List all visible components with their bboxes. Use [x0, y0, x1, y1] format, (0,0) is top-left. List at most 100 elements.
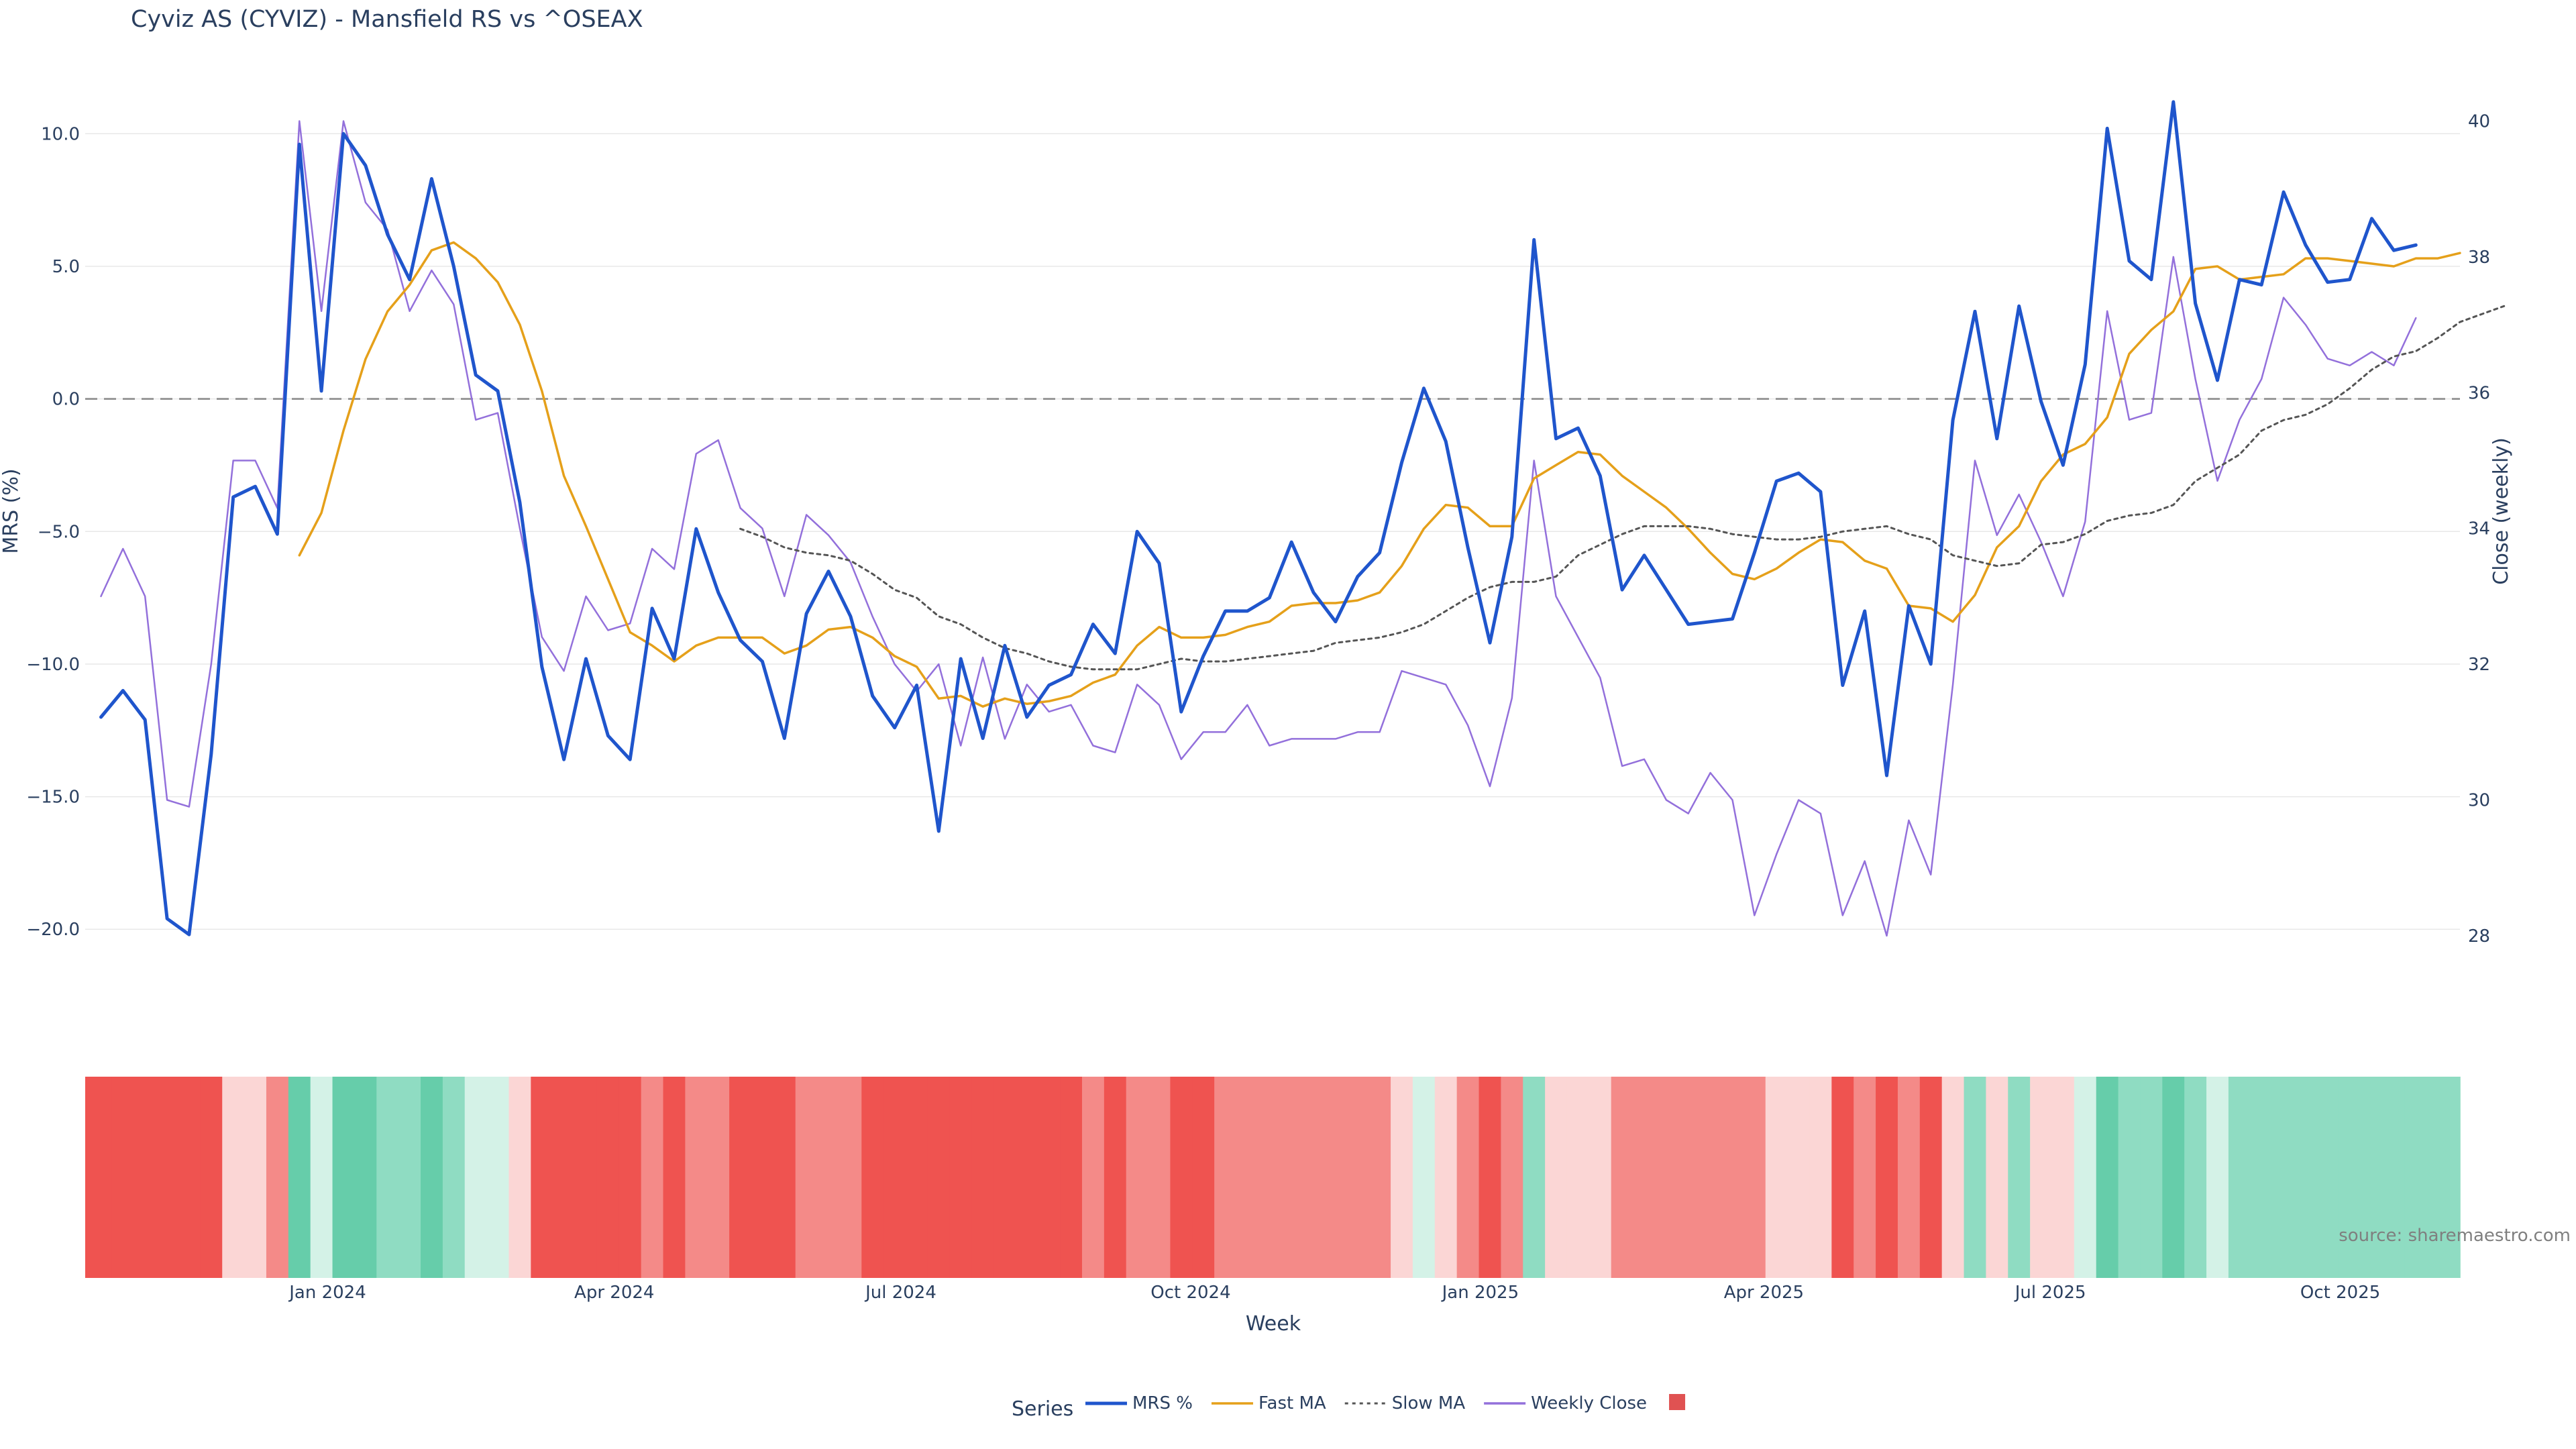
y-tick-label: −5.0	[38, 522, 80, 542]
heatmap-cell	[1589, 1077, 1612, 1278]
legend-heatmap-swatch	[1669, 1394, 1686, 1410]
heatmap-cell	[1170, 1077, 1193, 1278]
heatmap-cell	[1633, 1077, 1656, 1278]
heatmap-cell	[310, 1077, 333, 1278]
legend-title: Series	[1012, 1397, 1073, 1421]
heatmap-cell	[596, 1077, 620, 1278]
heatmap-cell	[1324, 1077, 1348, 1278]
heatmap-cell	[1854, 1077, 1876, 1278]
heatmap-cell	[1456, 1077, 1480, 1278]
heatmap-cell	[1391, 1077, 1413, 1278]
heatmap-cell	[1126, 1077, 1149, 1278]
heatmap-cell	[1214, 1077, 1237, 1278]
y2-tick-label: 36	[2468, 383, 2490, 403]
heatmap-cell	[442, 1077, 466, 1278]
y-tick-label: −20.0	[26, 920, 80, 940]
heatmap-cell	[1258, 1077, 1281, 1278]
heatmap-cell	[1831, 1077, 1855, 1278]
y-axis-label: MRS (%)	[0, 468, 23, 553]
heatmap-cell	[376, 1077, 399, 1278]
heatmap-cell	[222, 1077, 245, 1278]
heatmap-cell	[883, 1077, 906, 1278]
heatmap-cell	[994, 1077, 1017, 1278]
heatmap-cell	[2140, 1077, 2163, 1278]
heatmap-cell	[178, 1077, 201, 1278]
y-tick-label: 0.0	[52, 390, 80, 410]
heatmap-cell	[1897, 1077, 1921, 1278]
heatmap-cell	[1721, 1077, 1744, 1278]
heatmap-cell	[2272, 1077, 2296, 1278]
y-tick-label: 10.0	[41, 124, 80, 144]
heatmap-cell	[85, 1077, 113, 1278]
heatmap-cell	[1434, 1077, 1458, 1278]
heatmap-cell	[464, 1077, 488, 1278]
heatmap-cell	[288, 1077, 311, 1278]
heatmap-cell	[1876, 1077, 1898, 1278]
y2-tick-label: 34	[2468, 519, 2490, 539]
heatmap-cell	[2184, 1077, 2207, 1278]
x-axis-label: Week	[1246, 1312, 1301, 1336]
heatmap-cell	[156, 1077, 179, 1278]
y2-tick-label: 38	[2468, 248, 2490, 268]
heatmap-cell	[1545, 1077, 1568, 1278]
heatmap-cell	[2206, 1077, 2229, 1278]
weekly-close-line	[100, 120, 2417, 937]
heatmap-cell	[751, 1077, 774, 1278]
heatmap-cell	[1699, 1077, 1722, 1278]
heatmap-cell	[1611, 1077, 1634, 1278]
y2-axis-ticks: 28 30 32 34 36 38 40	[2468, 111, 2490, 946]
heatmap-cell	[2228, 1077, 2251, 1278]
heatmap-cell	[1060, 1077, 1083, 1278]
heatmap-cell	[2404, 1077, 2461, 1278]
source-note: source: sharemaestro.com	[2339, 1226, 2571, 1246]
heatmap-cell	[200, 1077, 223, 1278]
x-tick-label: Jan 2025	[1441, 1283, 1519, 1303]
heatmap-cell	[1104, 1077, 1127, 1278]
heatmap-cell	[773, 1077, 796, 1278]
heatmap-cell	[839, 1077, 863, 1278]
heatmap-cell	[1743, 1077, 1766, 1278]
heatmap-cell	[1148, 1077, 1171, 1278]
heatmap-cell	[1655, 1077, 1678, 1278]
heatmap-cell	[354, 1077, 378, 1278]
x-tick-label: Apr 2024	[574, 1283, 654, 1303]
heatmap-cell	[1016, 1077, 1039, 1278]
heatmap-cell	[1677, 1077, 1700, 1278]
heatmap-cell	[2008, 1077, 2031, 1278]
heatmap-cell	[1809, 1077, 1833, 1278]
heatmap-cell	[1964, 1077, 1987, 1278]
heatmap-cell	[2162, 1077, 2185, 1278]
heatmap-cell	[619, 1077, 642, 1278]
heatmap-cell	[641, 1077, 664, 1278]
heatmap-cell	[795, 1077, 818, 1278]
heatmap-cell	[2074, 1077, 2097, 1278]
heatmap-cell	[2096, 1077, 2119, 1278]
heatmap-cell	[1368, 1077, 1391, 1278]
heatmap-cell	[1787, 1077, 1811, 1278]
heatmap-cell	[927, 1077, 951, 1278]
heatmap-cell	[531, 1077, 554, 1278]
heatmap-cell	[111, 1077, 135, 1278]
y2-axis-label: Close (weekly)	[2489, 437, 2513, 585]
legend: Series MRS % Fast MA Slow MA Weekly Close	[1012, 1393, 1686, 1421]
heatmap-cell	[266, 1077, 289, 1278]
mrs-line	[99, 100, 2418, 936]
y-tick-label: 5.0	[52, 257, 80, 277]
legend-label: Slow MA	[1392, 1393, 1466, 1413]
x-tick-label: Oct 2025	[2300, 1283, 2380, 1303]
heatmap-cell	[1302, 1077, 1326, 1278]
heatmap-cell	[1986, 1077, 2009, 1278]
heatmap-cell	[729, 1077, 752, 1278]
heatmap-cell	[1192, 1077, 1215, 1278]
heatmap-cell	[133, 1077, 157, 1278]
heatmap-cell	[2030, 1077, 2053, 1278]
legend-label: Weekly Close	[1531, 1393, 1647, 1413]
heatmap-cell	[1566, 1077, 1590, 1278]
x-tick-label: Jul 2025	[2014, 1283, 2086, 1303]
heatmap-cell	[1479, 1077, 1502, 1278]
heatmap-cell	[421, 1077, 443, 1278]
fast-ma-line	[298, 241, 2461, 708]
heatmap-cell	[2118, 1077, 2141, 1278]
legend-label: MRS %	[1132, 1393, 1193, 1413]
heatmap-cell	[707, 1077, 730, 1278]
